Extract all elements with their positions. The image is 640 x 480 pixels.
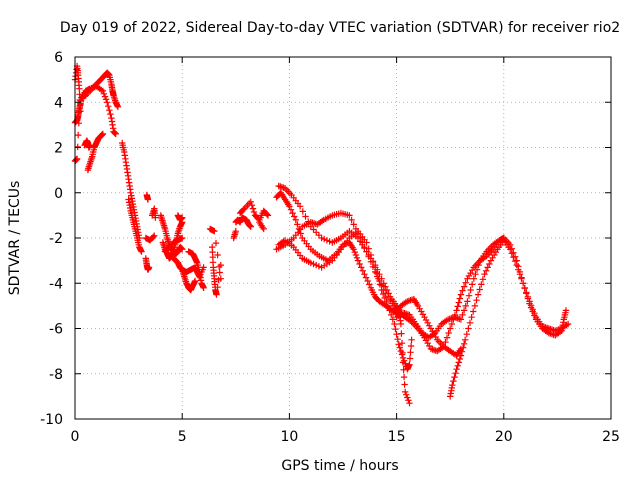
x-axis-label: GPS time / hours [281, 458, 398, 474]
scatter-series-track-ad [447, 237, 570, 400]
scatter-series-track-s [209, 243, 224, 298]
y-axis-label: SDTVAR / TECUs [7, 181, 23, 296]
scatter-series-track-j [149, 205, 159, 221]
x-tick-label: 15 [388, 429, 406, 445]
scatter-series-track-g [125, 196, 145, 255]
y-tick-label: 0 [54, 186, 63, 202]
scatter-series-track-o [174, 212, 186, 224]
y-tick-label: 4 [54, 95, 63, 111]
x-tick-label: 5 [178, 429, 187, 445]
scatter-series-track-q [179, 266, 199, 294]
y-tick-label: -10 [40, 412, 63, 428]
axis-ticks [74, 56, 612, 420]
scatter-series-track-i [143, 191, 152, 203]
y-tick-label: 2 [54, 141, 63, 157]
scatter-series-track-r [185, 248, 207, 291]
x-tick-label: 20 [495, 429, 513, 445]
y-tick-label: -8 [49, 367, 63, 383]
y-tick-label: 6 [54, 50, 63, 66]
y-tick-label: -2 [49, 231, 63, 247]
scatter-series-track-t [206, 225, 224, 282]
scatter-series-track-k [142, 232, 158, 244]
x-tick-label: 0 [71, 429, 80, 445]
scatter-series-track-u [232, 214, 254, 230]
scatter-series-track-n [161, 234, 186, 255]
y-tick-label: -4 [49, 276, 63, 292]
x-tick-label: 25 [602, 429, 620, 445]
x-tick-labels: 0 5 10 15 20 25 [71, 429, 620, 445]
scatter-series-track-w [256, 219, 267, 233]
scatter-series-track-e [81, 137, 94, 151]
scatter-series-track-x [230, 228, 239, 242]
y-tick-label: -6 [49, 322, 63, 338]
x-tick-label: 10 [280, 429, 298, 445]
scatter-series-track-d [84, 130, 107, 174]
scatter-series-track-ab [273, 209, 413, 407]
y-tick-labels: -10 -8 -6 -4 -2 0 2 4 6 [40, 50, 63, 428]
scatter-series-track-h [142, 255, 153, 273]
chart-title: Day 019 of 2022, Sidereal Day-to-day VTE… [60, 20, 620, 36]
